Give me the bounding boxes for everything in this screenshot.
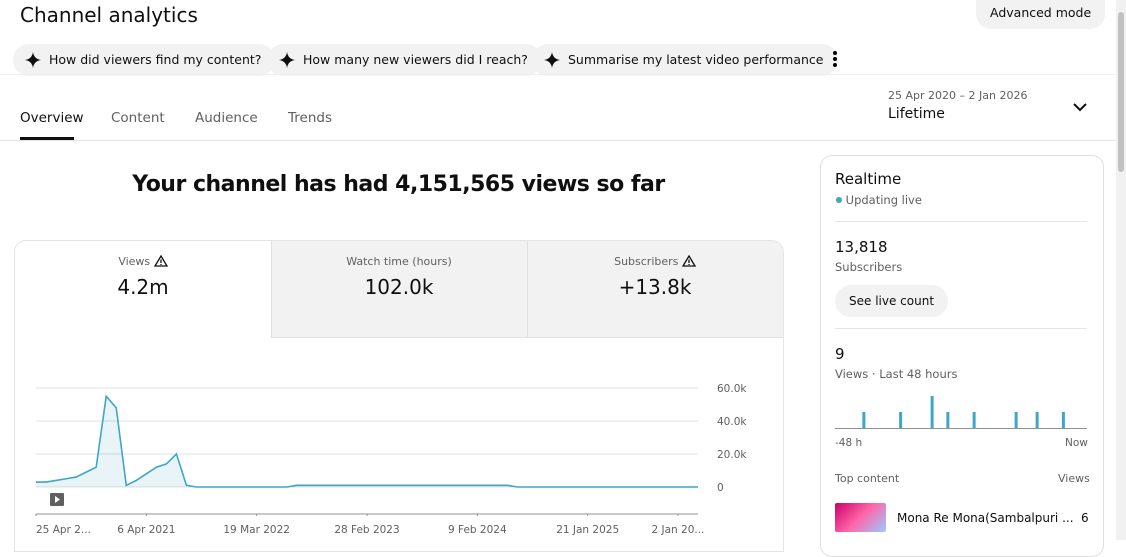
x-tick-label: 2 Jan 20... xyxy=(651,524,704,536)
bar xyxy=(946,412,950,428)
date-range: 25 Apr 2020 – 2 Jan 2026 xyxy=(888,89,1028,102)
metric-label-text: Subscribers xyxy=(614,255,679,268)
live-dot xyxy=(836,197,842,203)
advanced-mode-button[interactable]: Advanced mode xyxy=(976,0,1106,29)
views-header: Views xyxy=(1058,472,1090,485)
bar xyxy=(930,396,934,428)
metric-value: +13.8k xyxy=(618,275,692,299)
bar xyxy=(972,412,976,428)
see-live-count-button[interactable]: See live count xyxy=(835,285,949,317)
bar xyxy=(1014,412,1018,428)
metric-label: Watch time (hours) xyxy=(346,255,452,268)
warning-icon xyxy=(681,254,697,267)
suggestion-text: Summarise my latest video performance xyxy=(568,52,824,67)
metrics-card: Views 4.2m Watch time (hours) 102.0k Sub… xyxy=(14,240,784,552)
divider xyxy=(0,140,1116,141)
views-chart: 0 20.0k 40.0k 60.0k 25 Apr 2... 6 Apr 2021 19 … xyxy=(35,383,747,536)
line xyxy=(36,394,698,488)
bar xyxy=(1035,412,1039,428)
video-views: 6 xyxy=(1081,511,1089,525)
x-start-label: -48 h xyxy=(835,437,863,449)
metric-label-text: Views xyxy=(118,255,151,268)
realtime-views-label: Views · Last 48 hours xyxy=(835,367,958,381)
date-range-label[interactable]: Lifetime xyxy=(888,106,945,122)
live-status: Updating live xyxy=(836,193,922,207)
realtime-card xyxy=(820,155,1104,557)
bar xyxy=(862,412,866,428)
top-content-label: Top content xyxy=(835,472,900,485)
metric-value: 102.0k xyxy=(364,275,434,299)
divider xyxy=(835,328,1087,329)
y-tick-label: 0 xyxy=(717,482,724,494)
metric-label: Subscribers xyxy=(527,254,783,268)
suggestion-chip[interactable]: How did viewers find my content? xyxy=(13,44,276,76)
divider xyxy=(0,74,1116,75)
bar xyxy=(899,412,903,428)
live-status-text: Updating live xyxy=(845,193,922,207)
realtime-title: Realtime xyxy=(835,170,902,188)
metric-value: 4.2m xyxy=(117,275,169,299)
y-tick-label: 60.0k xyxy=(717,383,747,395)
subscriber-label: Subscribers xyxy=(835,260,903,274)
bar xyxy=(1061,412,1065,428)
play-glyph xyxy=(55,496,60,503)
x-tick-label: 19 Mar 2022 xyxy=(223,524,290,536)
subscriber-count: 13,818 xyxy=(835,238,888,256)
tab[interactable]: Trends xyxy=(288,110,332,126)
realtime-chart xyxy=(835,396,1087,429)
x-tick-label: 21 Jan 2025 xyxy=(556,524,619,536)
video-title[interactable]: Mona Re Mona(Sambalpuri ... xyxy=(897,511,1074,525)
warning-icon xyxy=(153,254,168,267)
y-tick-label: 20.0k xyxy=(717,449,747,461)
tab[interactable]: Audience xyxy=(195,110,258,126)
metric-label: Views xyxy=(15,254,271,268)
scrollbar xyxy=(1116,0,1126,540)
headline: Your channel has had 4,151,565 views so … xyxy=(132,172,665,197)
page-title: Channel analytics xyxy=(20,3,198,27)
x-tick-label: 6 Apr 2021 xyxy=(117,524,175,536)
video-thumbnail[interactable] xyxy=(835,503,886,532)
line-area xyxy=(36,396,698,487)
tab[interactable]: Content xyxy=(111,110,165,126)
x-end-label: Now xyxy=(1065,437,1088,449)
x-tick-label: 9 Feb 2024 xyxy=(448,524,507,536)
suggestion-chip[interactable]: How many new viewers did I reach? xyxy=(267,44,542,76)
x-tick-label: 28 Feb 2023 xyxy=(334,524,399,536)
tab[interactable]: Overview xyxy=(20,110,84,126)
tab-indicator xyxy=(20,137,74,140)
x-tick-label: 25 Apr 2... xyxy=(36,524,91,536)
more-menu[interactable] xyxy=(830,50,840,68)
suggestion-text: How did viewers find my content? xyxy=(49,52,262,67)
divider xyxy=(527,241,528,337)
realtime-views: 9 xyxy=(835,345,845,363)
scrollbar-thumb xyxy=(1118,12,1124,172)
dropdown-icon[interactable] xyxy=(1073,102,1087,112)
suggestion-chip[interactable]: Summarise my latest video performance xyxy=(532,44,838,76)
divider xyxy=(835,221,1087,222)
suggestion-text: How many new viewers did I reach? xyxy=(303,52,528,67)
y-tick-label: 40.0k xyxy=(717,416,747,428)
